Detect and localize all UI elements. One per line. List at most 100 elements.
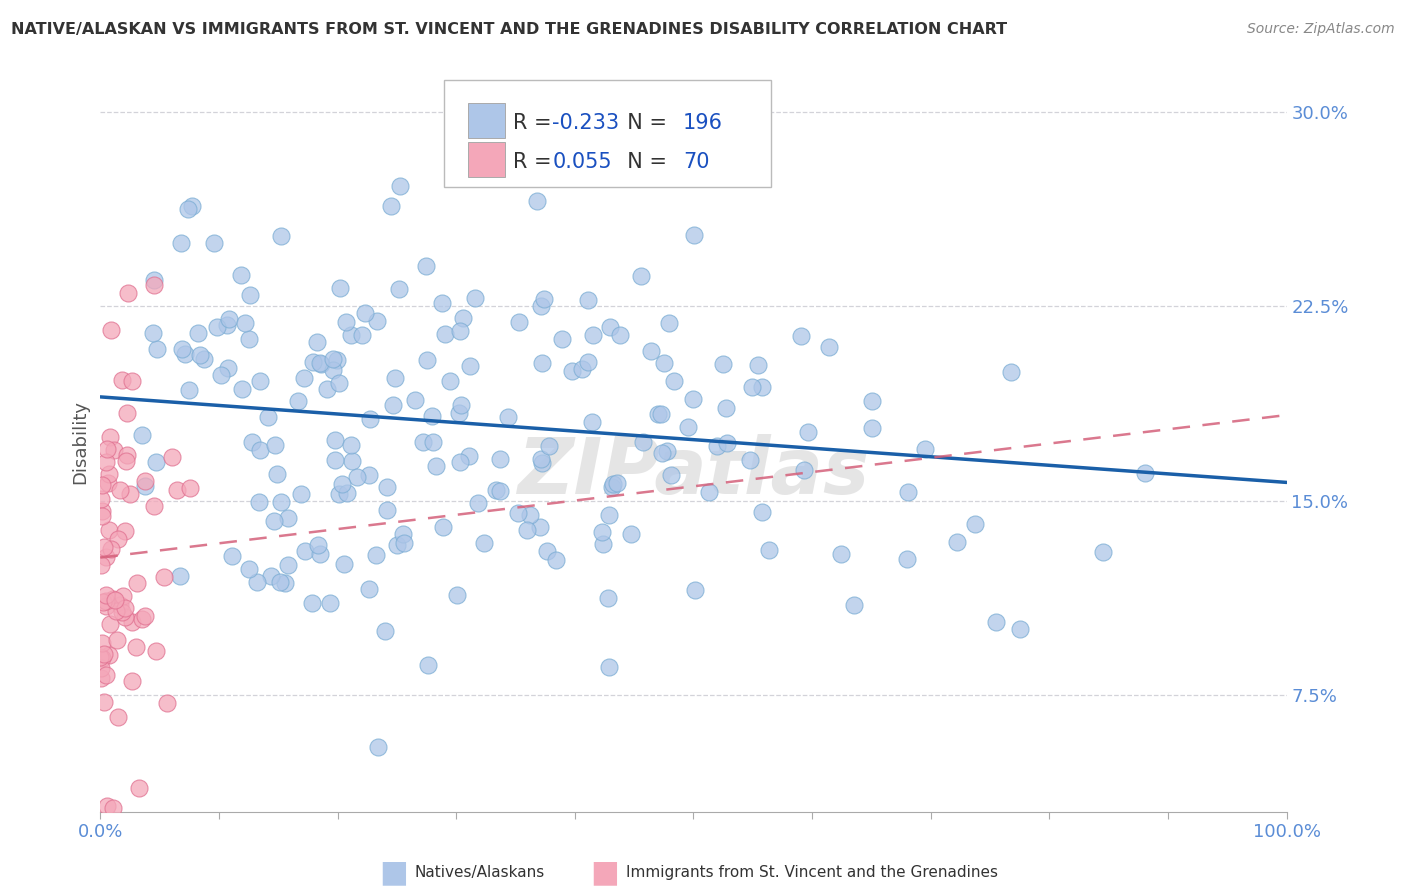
Point bbox=[221, 549, 243, 564]
Point bbox=[249, 442, 271, 457]
Point bbox=[1091, 545, 1114, 559]
Point bbox=[384, 371, 406, 385]
Text: -0.233: -0.233 bbox=[553, 112, 620, 133]
Point bbox=[259, 568, 281, 582]
Text: N =: N = bbox=[614, 152, 673, 171]
Point bbox=[207, 320, 229, 334]
Point bbox=[233, 316, 256, 330]
Point bbox=[292, 370, 315, 384]
Point bbox=[860, 393, 883, 408]
Point bbox=[322, 351, 344, 366]
Point bbox=[446, 588, 468, 602]
Point bbox=[103, 592, 125, 607]
Point bbox=[1135, 466, 1157, 480]
Point bbox=[488, 484, 510, 499]
Point bbox=[519, 508, 541, 522]
Point bbox=[277, 558, 299, 572]
Point bbox=[181, 199, 204, 213]
Point bbox=[309, 357, 332, 371]
Point bbox=[256, 409, 278, 424]
Point bbox=[576, 354, 599, 368]
Point bbox=[96, 833, 118, 847]
Point bbox=[325, 452, 347, 467]
Text: NATIVE/ALASKAN VS IMMIGRANTS FROM ST. VINCENT AND THE GRENADINES DISABILITY CORR: NATIVE/ALASKAN VS IMMIGRANTS FROM ST. VI… bbox=[11, 22, 1007, 37]
Point bbox=[797, 425, 820, 439]
Point bbox=[290, 487, 312, 501]
Point bbox=[598, 508, 620, 522]
Text: ■: ■ bbox=[380, 858, 408, 887]
Point bbox=[108, 483, 131, 498]
Point bbox=[103, 801, 125, 815]
Point bbox=[247, 495, 270, 509]
Point bbox=[458, 359, 481, 373]
Point bbox=[741, 380, 763, 394]
Point bbox=[683, 583, 706, 598]
Point bbox=[231, 268, 253, 282]
Point bbox=[598, 591, 620, 605]
Point bbox=[352, 328, 374, 343]
Point bbox=[551, 332, 574, 346]
Point bbox=[381, 398, 404, 412]
Point bbox=[830, 547, 852, 561]
Point bbox=[249, 374, 271, 388]
Point bbox=[412, 435, 434, 450]
Point bbox=[114, 601, 136, 615]
Point bbox=[425, 458, 447, 473]
Point bbox=[740, 453, 762, 467]
Point bbox=[591, 525, 613, 540]
Point bbox=[326, 352, 349, 367]
Point bbox=[392, 535, 415, 549]
Point bbox=[142, 326, 165, 341]
Point bbox=[114, 610, 136, 624]
Point bbox=[415, 259, 437, 273]
Point bbox=[114, 454, 136, 468]
Point bbox=[609, 328, 631, 343]
Point bbox=[439, 374, 461, 388]
Point bbox=[90, 635, 112, 649]
Point bbox=[359, 412, 381, 426]
Point bbox=[107, 710, 129, 724]
Point bbox=[91, 477, 114, 491]
Point bbox=[179, 482, 201, 496]
Point bbox=[467, 496, 489, 510]
Point bbox=[340, 454, 363, 468]
Point bbox=[322, 362, 344, 376]
Text: Source: ZipAtlas.com: Source: ZipAtlas.com bbox=[1247, 22, 1395, 37]
Point bbox=[94, 843, 117, 857]
Point bbox=[93, 647, 115, 661]
Point bbox=[650, 407, 672, 421]
Point bbox=[598, 660, 620, 674]
Point bbox=[277, 510, 299, 524]
Point bbox=[308, 356, 330, 370]
Point bbox=[193, 351, 215, 366]
Point bbox=[90, 558, 112, 572]
Point bbox=[711, 357, 734, 371]
Point bbox=[94, 550, 117, 565]
Point bbox=[231, 383, 253, 397]
Point bbox=[169, 568, 191, 582]
Point bbox=[433, 327, 456, 342]
Point bbox=[416, 658, 439, 673]
Point bbox=[516, 523, 538, 537]
Point bbox=[127, 576, 149, 591]
Point bbox=[367, 739, 389, 754]
Point bbox=[97, 523, 120, 537]
Point bbox=[388, 179, 411, 194]
Point bbox=[1000, 365, 1022, 379]
Point bbox=[330, 476, 353, 491]
Point bbox=[529, 451, 551, 466]
Point bbox=[105, 632, 128, 647]
Point bbox=[385, 538, 408, 552]
Text: 0.055: 0.055 bbox=[553, 152, 612, 171]
Point bbox=[269, 574, 291, 589]
Point bbox=[533, 292, 555, 306]
Point bbox=[664, 374, 686, 388]
Point bbox=[156, 696, 179, 710]
Text: 196: 196 bbox=[683, 112, 723, 133]
Point bbox=[544, 552, 567, 566]
Point bbox=[536, 544, 558, 558]
Point bbox=[631, 434, 654, 449]
Point bbox=[432, 520, 454, 534]
Point bbox=[100, 323, 122, 337]
Point bbox=[93, 695, 115, 709]
